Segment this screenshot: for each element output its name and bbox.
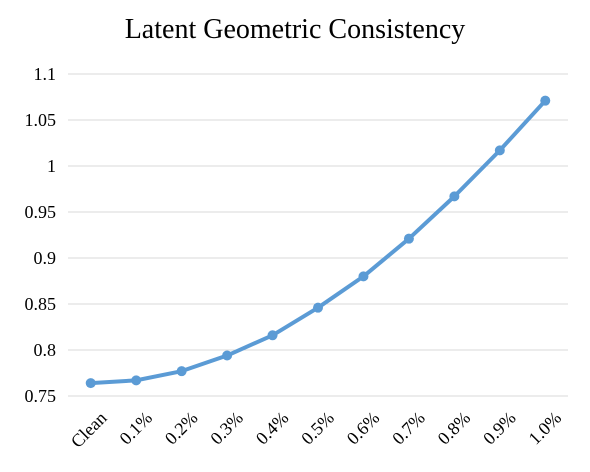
grid-lines bbox=[68, 73, 568, 397]
x-tick-label: 1.0% bbox=[524, 408, 565, 449]
data-point-0.4% bbox=[267, 330, 278, 341]
data-point-Clean bbox=[85, 378, 96, 389]
data-point-0.6% bbox=[358, 271, 369, 282]
x-tick-label: 0.5% bbox=[297, 408, 338, 449]
x-tick-label: 0.2% bbox=[161, 408, 202, 449]
x-axis-ticks: Clean 0.1% 0.2% 0.3% 0.4% 0.5% 0.6% 0.7% 0.8% 0.9… bbox=[67, 408, 565, 452]
data-point-0.2% bbox=[176, 366, 187, 377]
data-point-1.0% bbox=[540, 95, 551, 106]
y-tick-label: 0.9 bbox=[34, 248, 57, 268]
x-tick-label: 0.9% bbox=[479, 408, 520, 449]
series-layer bbox=[85, 95, 551, 389]
x-tick-label: 0.8% bbox=[434, 408, 475, 449]
y-tick-label: 0.85 bbox=[25, 294, 57, 314]
y-tick-label: 1.1 bbox=[34, 64, 57, 84]
data-point-0.8% bbox=[449, 191, 460, 202]
y-tick-label: 1.05 bbox=[25, 110, 57, 130]
x-tick-label: 0.6% bbox=[343, 408, 384, 449]
data-point-0.3% bbox=[222, 350, 233, 361]
data-point-0.7% bbox=[403, 233, 414, 244]
data-point-0.5% bbox=[313, 302, 323, 313]
x-tick-label: 0.7% bbox=[388, 408, 429, 449]
x-tick-label: 0.1% bbox=[115, 408, 156, 449]
x-tick-label: Clean bbox=[67, 408, 111, 452]
x-tick-label: 0.4% bbox=[252, 408, 293, 449]
y-tick-label: 0.95 bbox=[25, 202, 57, 222]
y-tick-label: 0.8 bbox=[34, 340, 57, 360]
x-tick-label: 0.3% bbox=[206, 408, 247, 449]
y-tick-label: 1 bbox=[47, 156, 56, 176]
chart-title: Latent Geometric Consistency bbox=[124, 14, 466, 45]
data-point-0.1% bbox=[131, 375, 142, 386]
data-point-0.9% bbox=[494, 145, 505, 156]
y-axis-ticks: 0.75 0.8 0.85 0.9 0.95 1 1.05 1.1 bbox=[25, 64, 57, 406]
y-tick-label: 0.75 bbox=[25, 386, 57, 406]
series-line-0 bbox=[88, 98, 548, 386]
